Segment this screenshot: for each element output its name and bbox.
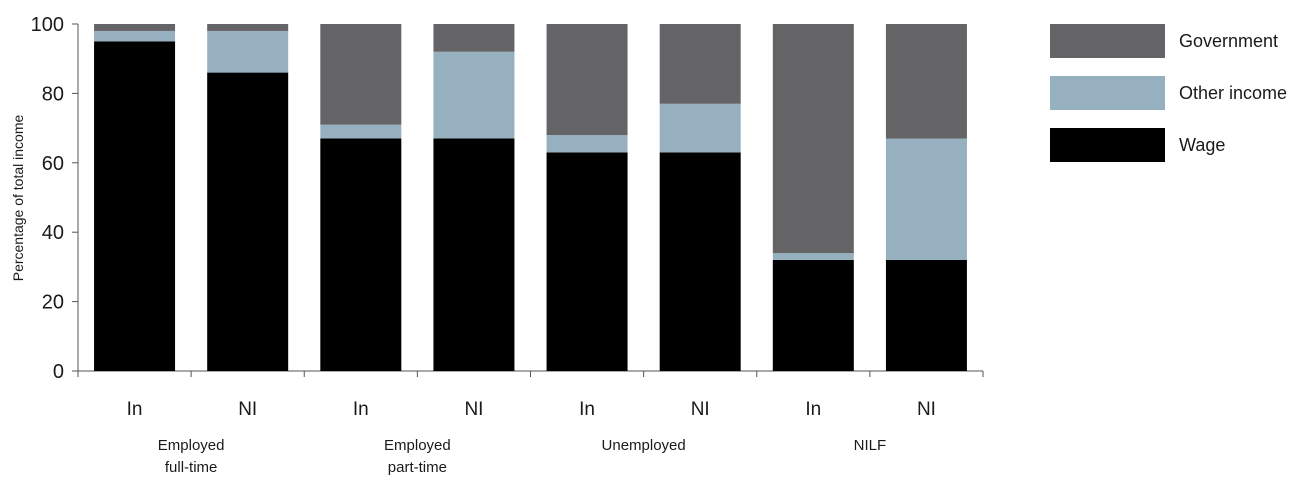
legend-label-wage: Wage	[1179, 135, 1225, 155]
bars	[94, 24, 967, 371]
bar-segment-government	[885, 24, 967, 139]
bar-segment-government	[772, 24, 854, 254]
y-tick-label: 80	[42, 83, 64, 105]
bar-segment-other-income	[546, 135, 628, 153]
bar-segment-other-income	[433, 51, 515, 139]
x-category-label: In	[805, 399, 821, 420]
bar-segment-other-income	[885, 138, 967, 260]
x-category-label: NI	[238, 399, 257, 420]
y-axis-title: Percentage of total income	[10, 115, 26, 282]
bar-segment-wage	[320, 138, 402, 371]
bar-segment-wage	[94, 41, 176, 371]
group-label: full-time	[165, 459, 218, 476]
group-labels: Employed full-time Employed part-time Unempl…	[158, 437, 886, 476]
legend-swatch-wage	[1050, 128, 1165, 162]
x-category-label: In	[579, 399, 595, 420]
group-label: NILF	[854, 437, 887, 454]
bar-segment-wage	[433, 138, 515, 371]
bar-segment-government	[320, 24, 402, 125]
legend: Government Other income Wage	[1050, 24, 1287, 162]
bar-segment-other-income	[94, 30, 176, 42]
bar-segment-wage	[546, 152, 628, 371]
legend-label-other-income: Other income	[1179, 83, 1287, 103]
legend-swatch-other-income	[1050, 76, 1165, 110]
bar-segment-government	[546, 24, 628, 136]
x-category-label: In	[353, 399, 369, 420]
y-tick-label: 20	[42, 292, 64, 314]
bar-segment-government	[94, 24, 176, 31]
bar-segment-other-income	[320, 124, 402, 139]
x-category-labels: In NI In NI In NI In NI	[127, 399, 936, 420]
x-axis	[77, 370, 984, 377]
y-axis: 0 20 40 60 80 100	[31, 14, 79, 383]
x-category-label: NI	[917, 399, 936, 420]
y-tick-label: 100	[31, 14, 64, 36]
bar-segment-government	[659, 24, 741, 104]
bar-segment-wage	[772, 259, 854, 371]
y-tick-label: 0	[53, 361, 64, 383]
bar-segment-wage	[659, 152, 741, 371]
group-label: Employed	[158, 437, 225, 454]
bar-segment-government	[207, 24, 289, 31]
bar-segment-wage	[885, 259, 967, 371]
bar-segment-other-income	[659, 103, 741, 153]
bar-segment-other-income	[772, 253, 854, 260]
bar-segment-other-income	[207, 30, 289, 73]
bar-segment-wage	[207, 72, 289, 371]
y-tick-label: 40	[42, 222, 64, 244]
x-category-label: In	[127, 399, 143, 420]
group-label: Employed	[384, 437, 451, 454]
group-label: part-time	[388, 459, 447, 476]
x-category-label: NI	[691, 399, 710, 420]
bar-segment-government	[433, 24, 515, 52]
legend-label-government: Government	[1179, 31, 1278, 51]
x-category-label: NI	[464, 399, 483, 420]
y-tick-label: 60	[42, 153, 64, 175]
legend-swatch-government	[1050, 24, 1165, 58]
group-label: Unemployed	[602, 437, 686, 454]
